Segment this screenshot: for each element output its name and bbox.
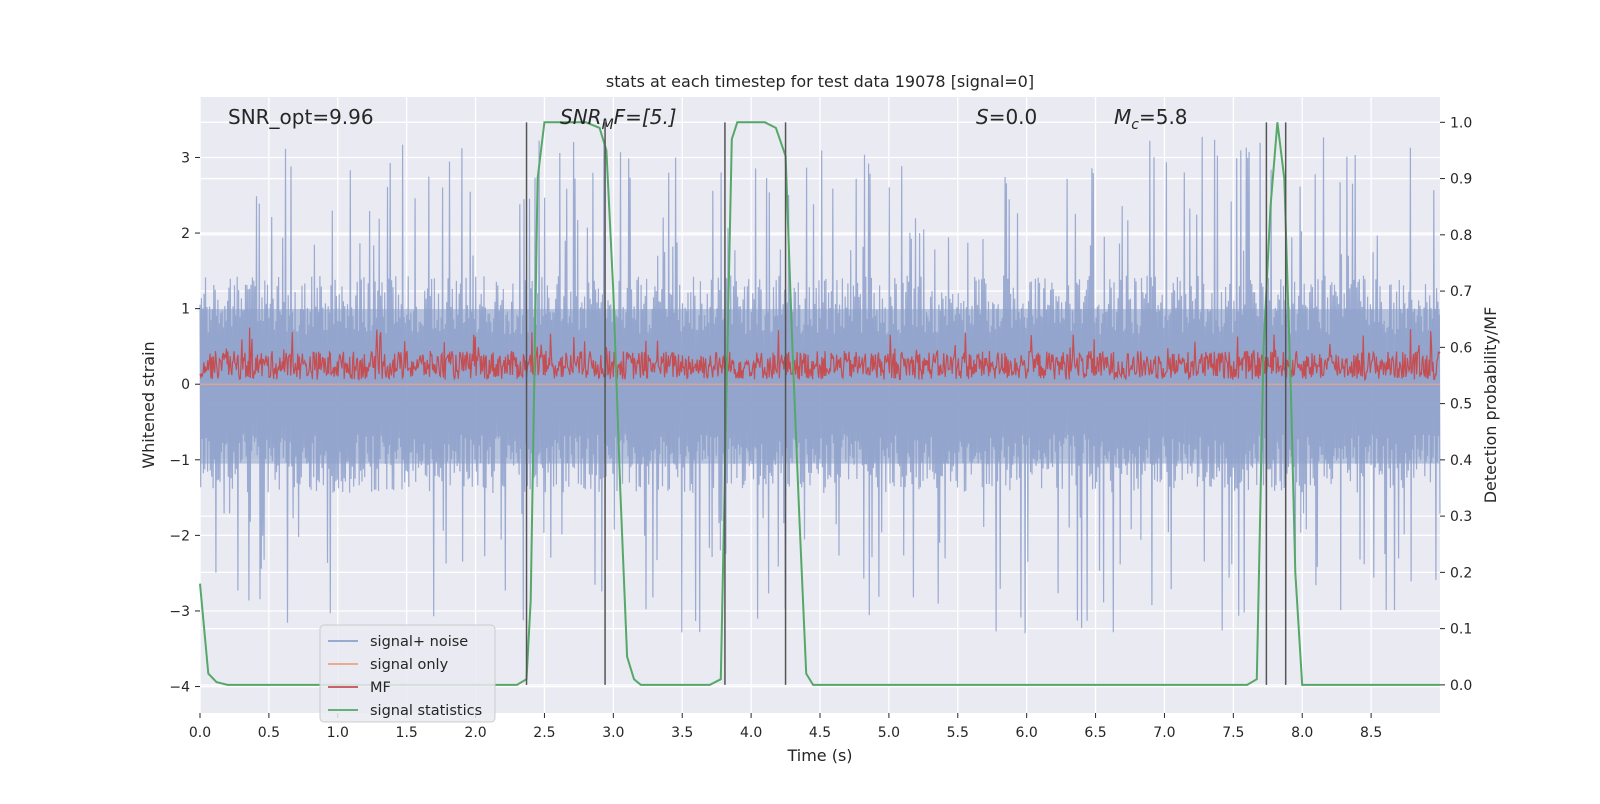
y2-tick-label: 0.4 xyxy=(1450,453,1472,469)
legend-label-signal-only: signal only xyxy=(370,657,449,673)
annotation-s-var: S xyxy=(976,105,989,129)
x-tick-label: 5.5 xyxy=(947,725,969,741)
annotation-s-value: =0.0 xyxy=(989,105,1038,129)
annotation-mc-var: M xyxy=(1114,105,1131,129)
x-tick-label: 8.5 xyxy=(1360,725,1382,741)
x-tick-label: 4.5 xyxy=(809,725,831,741)
y2-tick-label: 0.1 xyxy=(1450,622,1472,638)
series-signal-noise xyxy=(199,136,1441,634)
x-axis-label: Time (s) xyxy=(786,746,852,765)
x-tick-label: 3.5 xyxy=(671,725,693,741)
legend-box xyxy=(319,624,496,723)
annotation-mc-value: =5.8 xyxy=(1139,105,1188,129)
x-tick-label: 3.0 xyxy=(602,725,624,741)
x-tick-label: 6.0 xyxy=(1016,725,1038,741)
y2-axis-label: Detection probability/MF xyxy=(1481,307,1500,504)
x-tick-label: 4.0 xyxy=(740,725,762,741)
y2-tick-label: 0.3 xyxy=(1450,509,1472,525)
y-tick-label: −4 xyxy=(169,680,190,696)
series-signal-statistics xyxy=(199,121,1440,686)
y2-tick-label: 1.0 xyxy=(1450,115,1472,131)
annotation-snr-mf-main: SNR xyxy=(560,105,602,129)
x-tick-label: 1.5 xyxy=(396,725,418,741)
detection-markers xyxy=(525,122,1287,685)
y2-tick-label: 0.6 xyxy=(1450,340,1472,356)
annotation-snr-opt: SNR_opt=9.96 xyxy=(228,105,374,129)
x-tick-label: 7.5 xyxy=(1222,725,1244,741)
y2-tick-label: 0.5 xyxy=(1450,397,1472,413)
x-tick-label: 0.5 xyxy=(258,725,280,741)
y-tick-label: −1 xyxy=(169,453,190,469)
y-tick-label: −3 xyxy=(169,604,190,620)
y-tick-label: −2 xyxy=(169,528,190,544)
annotation-snr-mf: SNRMF=[5.] xyxy=(560,105,677,133)
annotation-mc: Mc=5.8 xyxy=(1114,105,1188,133)
x-tick-label: 7.0 xyxy=(1153,725,1175,741)
x-tick-label: 8.0 xyxy=(1291,725,1313,741)
x-tick-label: 2.5 xyxy=(533,725,555,741)
y-axis-label: Whitened strain xyxy=(139,341,158,468)
y-tick-label: 1 xyxy=(181,302,190,318)
line-mf xyxy=(199,327,1441,382)
line-signal-statistics xyxy=(199,121,1440,686)
legend-label-mf: MF xyxy=(370,680,391,696)
y2-tick-label: 0.9 xyxy=(1450,172,1472,188)
chart-title: stats at each timestep for test data 190… xyxy=(606,72,1034,91)
y-tick-label: 2 xyxy=(181,226,190,242)
annotation-snr-mf-rest: F=[5.] xyxy=(614,105,677,129)
annotation-s: S=0.0 xyxy=(976,105,1037,129)
y-tick-label: 3 xyxy=(181,150,190,166)
series-mf xyxy=(199,327,1441,382)
y2-tick-label: 0.7 xyxy=(1450,284,1472,300)
x-tick-label: 5.0 xyxy=(878,725,900,741)
x-tick-label: 1.0 xyxy=(327,725,349,741)
annotation-mc-sub: c xyxy=(1131,117,1139,133)
y2-tick-label: 0.8 xyxy=(1450,228,1472,244)
y2-tick-label: 0.2 xyxy=(1450,565,1472,581)
legend-label-signal-statistics: signal statistics xyxy=(370,703,482,719)
annotation-snr-mf-sub: M xyxy=(602,117,614,133)
legend: signal+ noise signal only MF signal stat… xyxy=(319,624,496,723)
x-tick-label: 6.5 xyxy=(1084,725,1106,741)
x-tick-label: 0.0 xyxy=(189,725,211,741)
noise-dense-band xyxy=(200,308,1440,464)
y-tick-label: 0 xyxy=(181,377,190,393)
x-tick-label: 2.0 xyxy=(464,725,486,741)
y2-tick-label: 0.0 xyxy=(1450,678,1472,694)
legend-label-signal-noise: signal+ noise xyxy=(370,634,468,650)
axis-ticks: 0.0 0.5 1.0 1.5 2.0 2.5 3.0 3.5 4.0 4.5 5.0 5.5 6.0 6… xyxy=(169,115,1472,741)
